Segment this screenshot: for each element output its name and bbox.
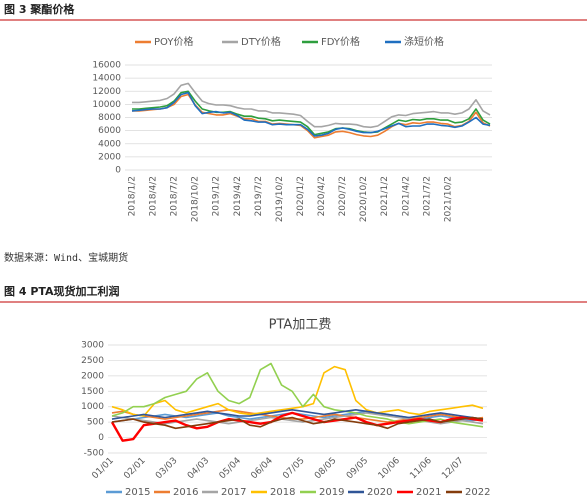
series-line xyxy=(111,362,484,428)
x-tick-label: 09/05 xyxy=(345,456,370,481)
x-tick-label: 11/06 xyxy=(408,456,434,482)
y-tick-label: -500 xyxy=(84,449,105,459)
legend-label: 2016 xyxy=(173,487,198,498)
y-tick-label: 1000 xyxy=(81,402,104,412)
chart-title: PTA加工费 xyxy=(269,318,332,333)
y-tick-label: 1500 xyxy=(81,387,104,397)
y-tick-label: 2000 xyxy=(98,152,121,162)
figure-label: 图 3 聚酯价格 xyxy=(4,2,75,16)
legend-label: 2017 xyxy=(221,487,246,498)
x-tick-label: 02/01 xyxy=(122,456,147,481)
y-tick-label: 14000 xyxy=(92,74,121,84)
legend-label: POY价格 xyxy=(154,35,193,48)
x-tick-label: 2021/1/2 xyxy=(380,176,390,216)
series-line xyxy=(131,91,491,137)
series-line xyxy=(132,82,491,129)
y-tick-label: 10000 xyxy=(92,100,121,110)
x-tick-label: 04/03 xyxy=(186,456,211,481)
x-tick-label: 08/05 xyxy=(313,456,338,481)
x-tick-label: 07/05 xyxy=(281,456,306,481)
x-tick-label: 01/01 xyxy=(90,456,115,481)
y-tick-label: 12000 xyxy=(92,87,121,97)
legend-label: 涤短价格 xyxy=(404,35,444,48)
y-tick-label: 0 xyxy=(115,166,121,176)
x-tick-label: 2020/10/2 xyxy=(359,176,369,222)
x-tick-label: 2019/7/2 xyxy=(254,176,264,216)
y-tick-label: 16000 xyxy=(92,61,121,71)
y-tick-label: 6000 xyxy=(98,126,121,136)
y-tick-label: 4000 xyxy=(98,139,121,149)
x-tick-label: 03/03 xyxy=(154,456,179,481)
series-line xyxy=(111,416,484,430)
legend-label: FDY价格 xyxy=(321,35,360,48)
x-tick-label: 05/04 xyxy=(218,456,244,482)
legend-label: 2022 xyxy=(465,487,490,498)
x-tick-label: 2021/10/2 xyxy=(443,176,453,222)
x-tick-label: 12/07 xyxy=(440,456,465,481)
x-tick-label: 2019/1/2 xyxy=(212,176,222,216)
x-tick-label: 06/04 xyxy=(249,456,275,482)
x-tick-label: 2020/1/2 xyxy=(296,176,306,216)
legend-label: 2015 xyxy=(125,487,150,498)
x-tick-label: 2020/7/2 xyxy=(338,176,348,216)
series-line xyxy=(132,90,491,136)
y-tick-label: 2000 xyxy=(81,371,104,381)
legend-label: DTY价格 xyxy=(241,35,281,48)
x-tick-label: 2018/4/2 xyxy=(149,176,159,216)
x-tick-label: 2019/4/2 xyxy=(233,176,243,216)
x-tick-label: 2021/7/2 xyxy=(422,176,432,216)
series-line xyxy=(110,411,484,442)
x-tick-label: 2021/4/2 xyxy=(401,176,411,216)
legend-label: 2018 xyxy=(270,487,295,498)
x-tick-label: 2019/10/2 xyxy=(275,176,285,222)
y-tick-label: 2500 xyxy=(81,356,104,366)
x-tick-label: 10/06 xyxy=(377,456,403,482)
y-tick-label: 8000 xyxy=(98,113,121,123)
figure-label: 图 4 PTA现货加工利润 xyxy=(4,284,120,298)
x-tick-label: 2018/7/2 xyxy=(170,176,180,216)
x-tick-label: 2020/4/2 xyxy=(317,176,327,216)
legend-label: 2021 xyxy=(416,487,441,498)
legend-label: 2019 xyxy=(319,487,344,498)
x-tick-label: 2018/10/2 xyxy=(191,176,201,222)
series-line xyxy=(111,409,484,420)
series-line xyxy=(111,365,484,417)
y-tick-label: 0 xyxy=(98,433,104,443)
y-tick-label: 3000 xyxy=(81,341,104,351)
x-tick-label: 2018/1/2 xyxy=(128,176,138,216)
y-tick-label: 500 xyxy=(87,418,104,428)
source-note: 数据来源：Wind、宝城期货 xyxy=(4,251,128,264)
legend-label: 2020 xyxy=(367,487,392,498)
